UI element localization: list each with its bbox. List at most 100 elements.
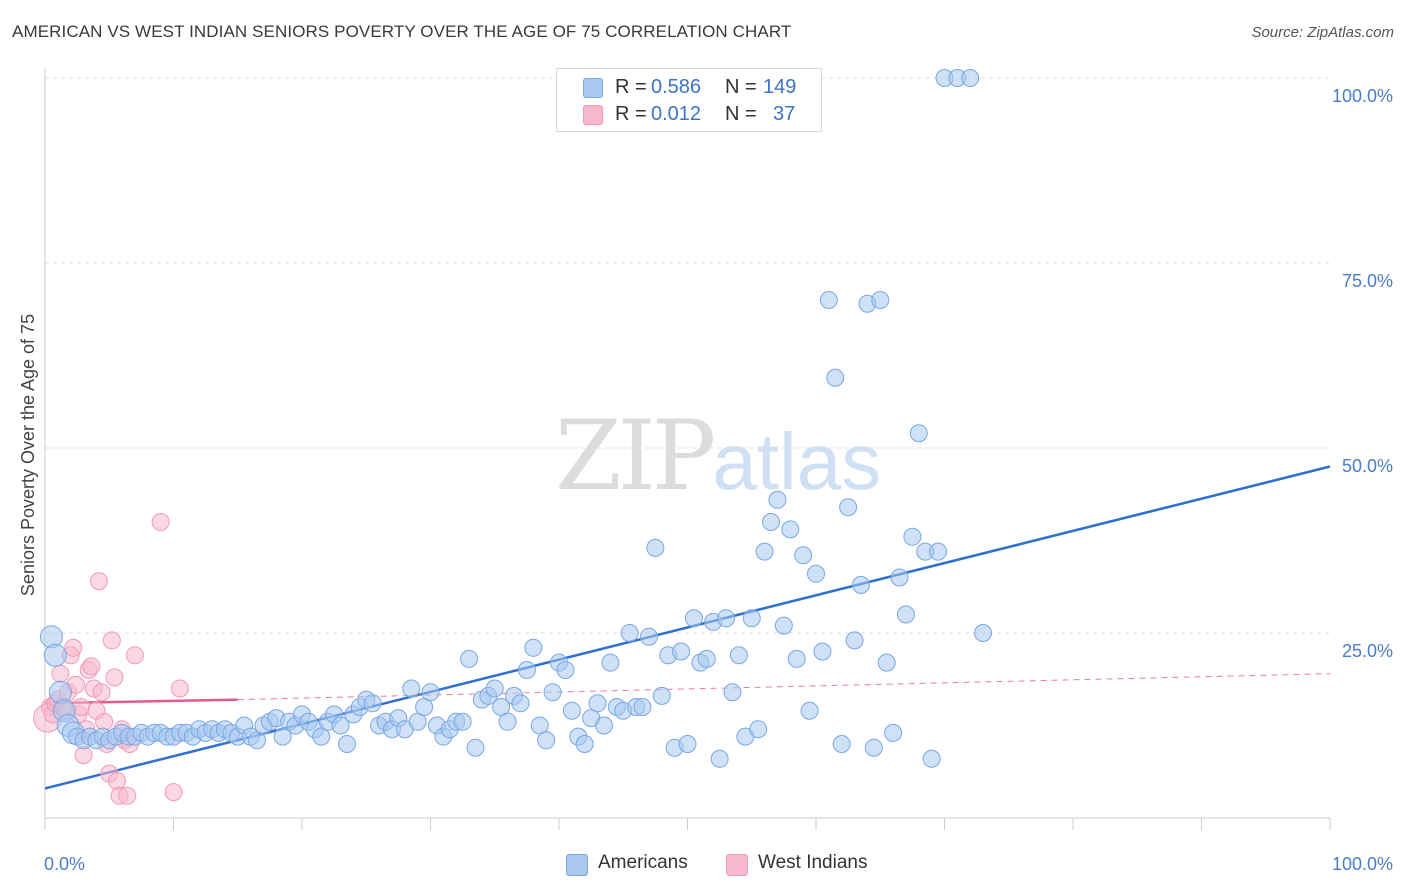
legend-n-label: N = bbox=[725, 103, 757, 125]
point-americans bbox=[652, 686, 671, 705]
point-americans bbox=[909, 424, 928, 443]
bottom-legend-label-west-indians: West Indians bbox=[758, 852, 868, 873]
point-americans bbox=[871, 291, 890, 309]
point-americans bbox=[620, 624, 639, 642]
point-americans bbox=[556, 661, 575, 679]
point-americans bbox=[890, 568, 909, 587]
point-americans bbox=[903, 527, 922, 546]
bottom-legend-swatch-americans bbox=[566, 854, 588, 876]
point-americans bbox=[402, 679, 421, 698]
legend-swatch-americans bbox=[583, 78, 603, 98]
y-tick-label: 75.0% bbox=[1342, 271, 1393, 291]
bottom-legend-swatch-west-indians bbox=[726, 854, 748, 876]
point-americans bbox=[851, 575, 870, 594]
point-americans bbox=[633, 698, 652, 716]
point-west-indians bbox=[89, 572, 108, 591]
point-west-indians bbox=[105, 668, 124, 687]
point-americans bbox=[839, 498, 858, 517]
y-tick-label: 25.0% bbox=[1342, 641, 1393, 661]
point-west-indians bbox=[125, 646, 144, 665]
point-west-indians bbox=[82, 657, 101, 676]
point-americans bbox=[864, 738, 883, 757]
data-points bbox=[33, 69, 993, 805]
legend-row-west-indians: R = 0.012 N = 37 bbox=[557, 102, 821, 128]
trend-line-west-indians-extension bbox=[237, 673, 1331, 701]
point-americans bbox=[762, 513, 781, 531]
point-americans bbox=[723, 683, 742, 702]
y-axis-label: Seniors Poverty Over the Age of 75 bbox=[18, 314, 38, 596]
point-americans bbox=[575, 735, 594, 753]
point-americans bbox=[421, 683, 440, 702]
point-west-indians bbox=[92, 683, 111, 702]
point-americans bbox=[646, 538, 665, 557]
point-americans bbox=[807, 564, 825, 583]
y-tick-label: 100.0% bbox=[1332, 86, 1393, 106]
point-americans bbox=[639, 627, 658, 646]
point-americans bbox=[562, 701, 581, 720]
point-americans bbox=[974, 624, 993, 642]
legend-r-value: 0.586 bbox=[651, 76, 702, 98]
point-americans bbox=[678, 735, 697, 753]
point-americans bbox=[774, 616, 793, 635]
point-americans bbox=[884, 723, 903, 742]
point-americans bbox=[672, 642, 691, 661]
legend-n-value: 37 bbox=[773, 103, 796, 125]
point-americans bbox=[749, 720, 768, 739]
point-americans bbox=[453, 712, 472, 731]
point-americans bbox=[896, 605, 915, 624]
legend-n-label: N = bbox=[725, 76, 757, 98]
point-americans bbox=[729, 646, 748, 665]
point-americans bbox=[800, 701, 819, 720]
point-americans bbox=[794, 546, 813, 565]
point-americans bbox=[929, 542, 948, 561]
point-americans bbox=[742, 609, 761, 628]
x-tick-label: 100.0% bbox=[1332, 854, 1393, 874]
point-americans bbox=[922, 749, 941, 768]
watermark-zip: ZIP bbox=[555, 400, 716, 512]
point-americans bbox=[832, 735, 851, 753]
point-americans bbox=[781, 520, 800, 539]
point-americans bbox=[466, 738, 485, 757]
point-americans bbox=[43, 643, 67, 667]
point-west-indians bbox=[164, 783, 183, 802]
grid bbox=[45, 77, 1330, 634]
point-americans bbox=[684, 609, 703, 628]
legend-row-americans: R = 0.586 N = 149 bbox=[557, 75, 821, 101]
point-americans bbox=[826, 368, 845, 387]
y-tick-label: 50.0% bbox=[1342, 456, 1393, 476]
point-americans bbox=[517, 661, 536, 679]
point-americans bbox=[498, 712, 517, 731]
point-americans bbox=[845, 631, 864, 650]
point-americans bbox=[877, 653, 896, 672]
point-west-indians bbox=[118, 786, 137, 805]
source-credit: Source: ZipAtlas.com bbox=[1251, 24, 1394, 41]
point-americans bbox=[511, 694, 530, 713]
bottom-legend-label-americans: Americans bbox=[598, 852, 688, 873]
point-americans bbox=[819, 291, 838, 309]
watermark-atlas: atlas bbox=[712, 417, 882, 506]
legend-r-label: R = bbox=[615, 103, 647, 125]
legend: R = 0.586 N = 149 R = 0.012 N = 37 bbox=[556, 68, 822, 132]
point-americans bbox=[961, 69, 980, 87]
point-americans bbox=[537, 731, 556, 750]
legend-r-label: R = bbox=[615, 76, 647, 98]
point-americans bbox=[717, 609, 736, 628]
point-west-indians bbox=[102, 631, 121, 650]
point-americans bbox=[755, 542, 774, 561]
point-west-indians bbox=[64, 638, 83, 657]
point-americans bbox=[594, 716, 613, 735]
point-americans bbox=[485, 679, 504, 698]
point-americans bbox=[460, 649, 479, 668]
point-americans bbox=[813, 642, 832, 661]
point-americans bbox=[768, 490, 787, 509]
tick-labels: 100.0% 75.0% 50.0% 25.0% 0.0% 100.0% bbox=[44, 86, 1393, 874]
point-americans bbox=[710, 749, 729, 768]
point-americans bbox=[787, 649, 806, 668]
legend-swatch-west-indians bbox=[583, 105, 603, 125]
x-tick-label: 0.0% bbox=[44, 854, 85, 874]
point-americans bbox=[363, 694, 382, 713]
point-west-indians bbox=[151, 513, 170, 531]
point-americans bbox=[697, 649, 716, 668]
point-west-indians bbox=[170, 679, 189, 698]
